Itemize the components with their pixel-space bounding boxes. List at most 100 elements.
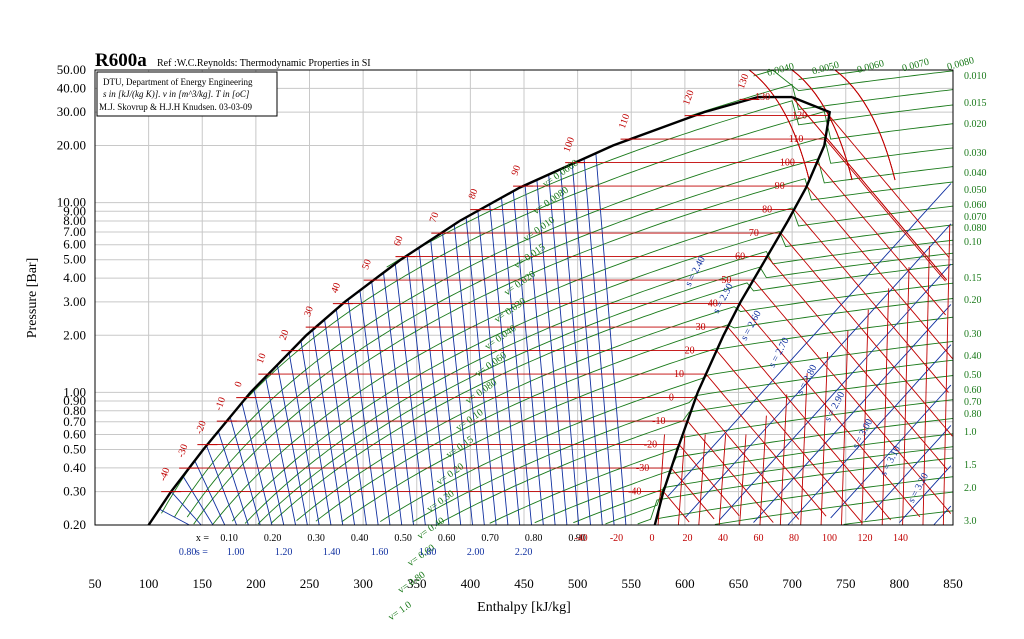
isentrope-line	[312, 329, 344, 526]
isentrope-line	[253, 388, 285, 526]
volume-label-right: 3.0	[964, 516, 977, 527]
isotherm-line	[268, 373, 827, 517]
isotherm-line	[922, 245, 930, 526]
isentrope-line	[787, 344, 952, 526]
isotherm-line	[480, 209, 949, 393]
isochore-line	[186, 158, 954, 518]
y-tick-label: 0.70	[63, 414, 86, 429]
y-tick-label: 5.00	[63, 252, 86, 267]
isochore-line	[489, 399, 954, 524]
vapor-temperature-label: -10	[652, 416, 665, 427]
isentrope-line	[371, 281, 403, 526]
isotherm-line	[441, 232, 953, 437]
y-tick-label: 7.00	[63, 224, 86, 239]
isentrope-line	[489, 204, 521, 526]
y-tick-label: 0.40	[63, 460, 86, 475]
isentrope-line	[347, 299, 379, 526]
vapor-temperature-label: -20	[644, 440, 657, 451]
y-tick-label: 30.00	[57, 104, 86, 119]
liquid-temperature-label: 30	[302, 305, 316, 318]
info-box	[96, 71, 278, 117]
vapor-temperature-label: 20	[685, 346, 695, 357]
isotherm-line	[207, 444, 740, 516]
liquid-temperature-label: 100	[562, 136, 577, 154]
entropy-row-value: 1.00	[227, 547, 245, 558]
entropy-row-value: 1.60	[371, 547, 389, 558]
y-tick-label: 2.00	[63, 327, 86, 342]
vapor-temperature-label: 50	[721, 275, 731, 286]
isentrope-line	[571, 163, 603, 526]
temperature-row-value: 40	[718, 533, 728, 544]
isentrope-lines	[159, 153, 952, 526]
liquid-temperature-label: -20	[194, 419, 209, 435]
x-tick-label: 350	[407, 576, 427, 591]
y-tick-label: 3.00	[63, 294, 86, 309]
y-tick-label: 10.00	[57, 195, 86, 210]
x-tick-label: 800	[890, 576, 910, 591]
y-tick-label: 8.00	[63, 213, 86, 228]
volume-label-right: 0.10	[964, 237, 982, 248]
y-axis-label: Pressure [Bar]	[25, 258, 40, 338]
isotherm-line	[677, 434, 686, 526]
isentrope-line	[265, 376, 296, 526]
isotherm-line	[757, 96, 947, 281]
vapor-temperature-label: 100	[780, 158, 795, 169]
entropy-row-value: 2.00	[467, 547, 485, 558]
isentrope-line	[453, 224, 485, 526]
isochore-lines	[161, 69, 954, 525]
volume-label-right: 0.030	[964, 148, 987, 159]
isentrope-line	[684, 223, 952, 519]
isentrope-line	[159, 508, 190, 526]
liquid-temperature-label: 50	[360, 258, 374, 271]
volume-label-right: 0.40	[964, 351, 982, 362]
isentrope-line	[595, 153, 627, 526]
volume-label-right: 0.15	[964, 273, 982, 284]
isochore-line	[637, 457, 954, 525]
isentrope-line	[194, 460, 226, 526]
y-tick-label: 0.90	[63, 393, 86, 408]
entropy-label: s = 3.20	[906, 471, 931, 504]
isentrope-line	[477, 210, 509, 526]
x-tick-label: 250	[300, 576, 320, 591]
info-line-2: s in [kJ/(kg K)]. v in [m^3/kg]. T in [o…	[103, 89, 250, 99]
y-tick-label: 6.00	[63, 237, 86, 252]
isochore-line	[412, 359, 954, 523]
isotherm-line	[694, 115, 950, 258]
volume-label-right: 2.0	[964, 483, 977, 494]
saturated-vapor-line	[653, 95, 832, 526]
isentrope-line	[933, 505, 952, 526]
vapor-temperature-label: -40	[628, 487, 641, 498]
volume-label-right: 0.040	[964, 168, 987, 179]
isentrope-line	[418, 247, 450, 526]
quality-label: 0.90	[568, 533, 586, 544]
isentrope-line	[217, 431, 249, 526]
saturation-curve	[147, 95, 832, 526]
volume-label-right: 0.80	[964, 409, 982, 420]
volume-label-right: 0.050	[964, 185, 987, 196]
isentrope-line	[667, 183, 952, 497]
isotherm-line	[779, 394, 788, 526]
vapor-temperature-label: 0	[669, 393, 674, 404]
isochore-line	[689, 83, 954, 117]
isochore-line	[270, 263, 954, 524]
y-tick-label: 0.80	[63, 403, 86, 418]
isochore-line	[231, 224, 954, 522]
x-tick-label: 300	[353, 576, 373, 591]
isotherm-line	[942, 224, 951, 526]
vapor-temperature-label: 90	[775, 181, 785, 192]
isochore-line	[244, 239, 954, 524]
quality-row-label: x =	[196, 533, 210, 544]
isotherm-line	[739, 434, 747, 526]
isotherm-lines	[171, 69, 953, 526]
x-tick-label: 600	[675, 576, 695, 591]
vapor-temperature-label: 30	[696, 322, 706, 333]
isochore-line	[161, 111, 954, 514]
isentrope-line	[501, 197, 532, 526]
isotherm-line	[171, 491, 690, 523]
isotherm-line	[373, 279, 952, 514]
liquid-temperature-label: 80	[467, 187, 481, 200]
isentrope-line	[335, 309, 367, 526]
temperature-row-value: 140	[893, 533, 908, 544]
quality-label: 0.50	[394, 533, 412, 544]
liquid-temperature-label: 120	[681, 89, 696, 107]
